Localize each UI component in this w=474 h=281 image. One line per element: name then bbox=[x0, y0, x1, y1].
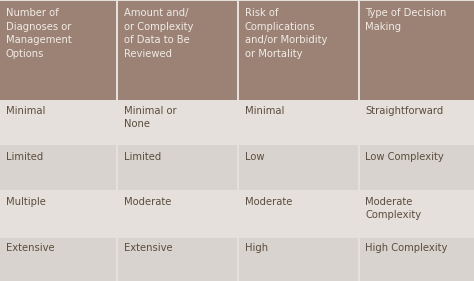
Bar bbox=[360, 1, 474, 100]
Text: Multiple: Multiple bbox=[6, 197, 46, 207]
Text: Minimal: Minimal bbox=[6, 106, 45, 116]
Bar bbox=[360, 191, 474, 235]
Text: Minimal: Minimal bbox=[245, 106, 284, 116]
Bar bbox=[239, 191, 358, 235]
Text: Limited: Limited bbox=[6, 152, 43, 162]
Bar bbox=[118, 191, 237, 235]
Bar bbox=[360, 146, 474, 190]
Text: Limited: Limited bbox=[124, 152, 161, 162]
Bar bbox=[239, 1, 358, 100]
Bar bbox=[118, 100, 237, 144]
Bar bbox=[0, 238, 116, 281]
Bar bbox=[0, 146, 116, 190]
Bar bbox=[0, 191, 116, 235]
Bar bbox=[0, 100, 116, 144]
Text: Low: Low bbox=[245, 152, 264, 162]
Text: Minimal or
None: Minimal or None bbox=[124, 106, 176, 129]
Text: Amount and/
or Complexity
of Data to Be
Reviewed: Amount and/ or Complexity of Data to Be … bbox=[124, 8, 193, 59]
Text: Moderate
Complexity: Moderate Complexity bbox=[365, 197, 421, 220]
Text: High Complexity: High Complexity bbox=[365, 243, 448, 253]
Text: Straightforward: Straightforward bbox=[365, 106, 444, 116]
Bar bbox=[239, 100, 358, 144]
Bar bbox=[239, 238, 358, 281]
Text: Extensive: Extensive bbox=[6, 243, 55, 253]
Text: Risk of
Complications
and/or Morbidity
or Mortality: Risk of Complications and/or Morbidity o… bbox=[245, 8, 327, 59]
Text: High: High bbox=[245, 243, 268, 253]
Bar bbox=[118, 146, 237, 190]
Bar bbox=[118, 238, 237, 281]
Bar bbox=[360, 100, 474, 144]
Text: Low Complexity: Low Complexity bbox=[365, 152, 444, 162]
Bar bbox=[118, 1, 237, 100]
Bar bbox=[239, 146, 358, 190]
Text: Moderate: Moderate bbox=[124, 197, 171, 207]
Text: Type of Decision
Making: Type of Decision Making bbox=[365, 8, 447, 32]
Text: Number of
Diagnoses or
Management
Options: Number of Diagnoses or Management Option… bbox=[6, 8, 72, 59]
Text: Moderate: Moderate bbox=[245, 197, 292, 207]
Bar bbox=[0, 1, 116, 100]
Bar bbox=[360, 238, 474, 281]
Text: Extensive: Extensive bbox=[124, 243, 173, 253]
